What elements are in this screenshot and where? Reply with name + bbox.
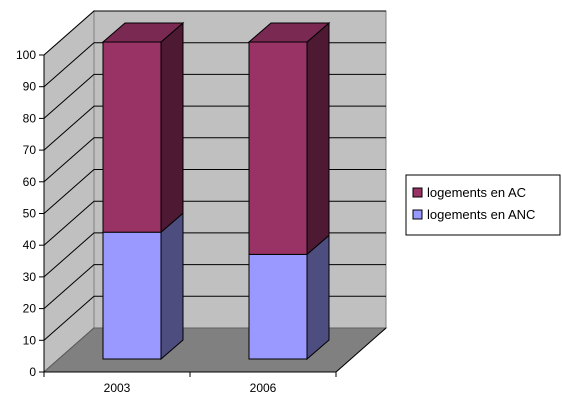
bar-2003-logements-en-AC-side [160, 21, 184, 234]
y-tick-label: 20 [23, 302, 37, 316]
legend-box [405, 174, 561, 236]
y-tick-label: 50 [23, 207, 37, 221]
gridline-100 [43, 10, 386, 56]
legend: logements en AC logements en ANC [405, 174, 561, 236]
axes: 0 10 20 30 40 50 60 70 80 90 100 2003 2006 [16, 48, 387, 395]
legend-label: logements en ANC [427, 207, 535, 222]
bar-2003-logements-en-ANC-front [102, 231, 162, 360]
bar-2006-logements-en-ANC-side [306, 234, 330, 361]
bar-2006-logements-en-AC-front [248, 41, 308, 255]
y-tick-label: 80 [23, 111, 37, 125]
bar-2006-logements-en-AC-top [247, 22, 331, 43]
floor-edge [335, 327, 387, 373]
bar-2006-logements-en-ANC-front [248, 253, 308, 360]
y-tick-label: 30 [23, 270, 37, 284]
x-tick-label: 2006 [250, 381, 277, 395]
bar-2003-logements-en-ANC-side [160, 212, 184, 361]
chart-walls [43, 9, 387, 374]
y-tick-label: 0 [29, 365, 36, 379]
x-tick-label: 2003 [104, 381, 131, 395]
y-tick-label: 100 [16, 48, 36, 62]
y-tick-label: 60 [23, 175, 37, 189]
bars [101, 21, 331, 361]
bar-2006-logements-en-AC-side [306, 21, 330, 256]
bar-2003-logements-en-AC-top [101, 22, 185, 43]
y-tick-label: 40 [23, 238, 37, 252]
legend-swatch [412, 187, 423, 198]
y-tick-label: 10 [23, 333, 37, 347]
floor [42, 327, 388, 373]
y-tick-label: 90 [23, 80, 37, 94]
legend-label: logements en AC [427, 185, 526, 200]
legend-swatch [412, 209, 423, 220]
bar-2003-logements-en-AC-front [102, 41, 162, 233]
y-tick-label: 70 [23, 143, 37, 157]
chart-floor [42, 327, 388, 373]
